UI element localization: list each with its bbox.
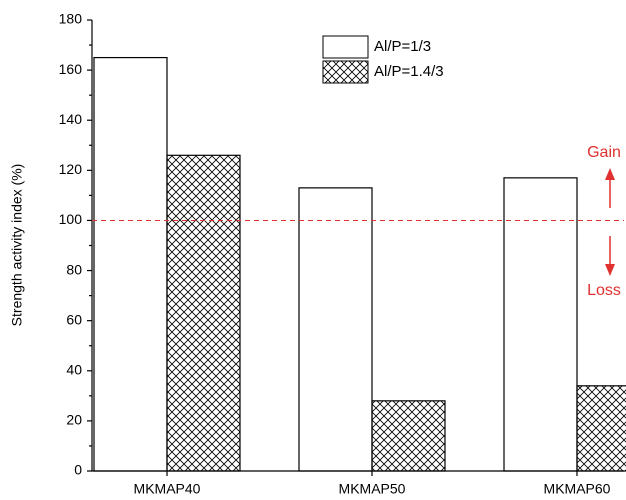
legend-swatch xyxy=(322,35,369,59)
x-tick-label: MKMAP50 xyxy=(339,481,406,497)
y-tick-label: 20 xyxy=(66,412,82,428)
y-tick-label: 100 xyxy=(59,211,83,227)
x-tick-label: MKMAP60 xyxy=(544,481,611,497)
bar xyxy=(371,400,446,472)
bar xyxy=(576,385,626,472)
y-tick-label: 180 xyxy=(59,11,83,27)
arrow-head xyxy=(605,264,615,276)
legend-label: Al/P=1.4/3 xyxy=(374,63,444,80)
y-tick-label: 40 xyxy=(66,361,82,377)
y-tick-label: 60 xyxy=(66,311,82,327)
y-tick-label: 80 xyxy=(66,261,82,277)
bar xyxy=(298,187,373,472)
y-tick-label: 120 xyxy=(59,161,83,177)
y-tick-label: 160 xyxy=(59,61,83,77)
legend-label: Al/P=1/3 xyxy=(374,38,431,55)
bar xyxy=(166,154,241,472)
annotation: Loss xyxy=(587,282,621,299)
arrow-head xyxy=(605,168,615,180)
annotation: Gain xyxy=(587,144,621,161)
y-tick-label: 0 xyxy=(74,462,82,478)
axis-frame xyxy=(91,20,624,472)
legend-swatch xyxy=(322,60,369,84)
bar xyxy=(93,56,168,472)
bar xyxy=(503,177,578,472)
x-tick-label: MKMAP40 xyxy=(134,481,201,497)
y-axis-label: Strength activity index (%) xyxy=(9,164,25,327)
y-tick-label: 140 xyxy=(59,111,83,127)
